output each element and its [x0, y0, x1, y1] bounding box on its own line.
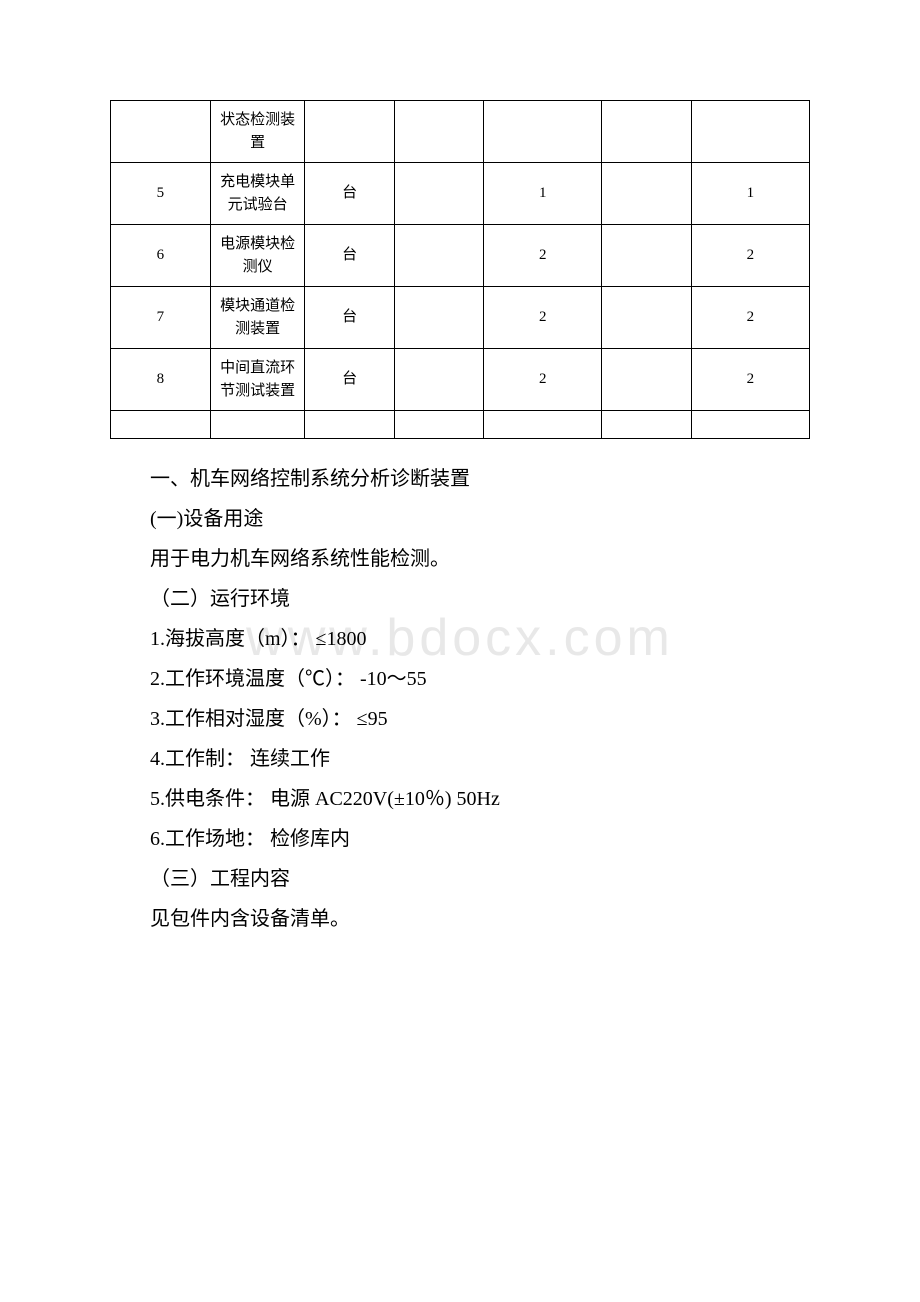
subsection-2: （二）运行环境	[150, 579, 810, 619]
subsection-3: （三）工程内容	[150, 859, 810, 899]
document-body: 一、机车网络控制系统分析诊断装置 (一)设备用途 用于电力机车网络系统性能检测。…	[110, 459, 810, 939]
cell-num: 2	[484, 287, 602, 349]
list-item: 6.工作场地： 检修库内	[150, 819, 810, 859]
cell-empty	[111, 411, 211, 439]
list-item: 5.供电条件： 电源 AC220V(±10％) 50Hz	[150, 779, 810, 819]
cell-name: 电源模块检测仪	[210, 225, 305, 287]
cell-empty	[210, 411, 305, 439]
cell-empty	[394, 411, 483, 439]
page-content: 状态检测装置 5 充电模块单元试验台 台 1 1 6 电源模块检测仪 台 2 2	[110, 100, 810, 939]
cell-blank	[394, 163, 483, 225]
section-heading-1: 一、机车网络控制系统分析诊断装置	[150, 459, 810, 499]
cell-num	[691, 101, 809, 163]
table-row: 7 模块通道检测装置 台 2 2	[111, 287, 810, 349]
cell-num: 1	[484, 163, 602, 225]
cell-empty	[602, 411, 691, 439]
paragraph: 用于电力机车网络系统性能检测。	[150, 539, 810, 579]
subsection-1: (一)设备用途	[150, 499, 810, 539]
table-row-empty	[111, 411, 810, 439]
cell-unit: 台	[305, 287, 394, 349]
cell-name: 充电模块单元试验台	[210, 163, 305, 225]
cell-blank	[394, 349, 483, 411]
equipment-table: 状态检测装置 5 充电模块单元试验台 台 1 1 6 电源模块检测仪 台 2 2	[110, 100, 810, 439]
cell-num: 2	[691, 287, 809, 349]
cell-index: 8	[111, 349, 211, 411]
list-item: 3.工作相对湿度（%）： ≤95	[150, 699, 810, 739]
cell-num: 2	[484, 225, 602, 287]
cell-blank	[394, 101, 483, 163]
cell-unit: 台	[305, 349, 394, 411]
cell-unit: 台	[305, 225, 394, 287]
cell-name: 中间直流环节测试装置	[210, 349, 305, 411]
table-row: 6 电源模块检测仪 台 2 2	[111, 225, 810, 287]
cell-unit	[305, 101, 394, 163]
cell-index: 5	[111, 163, 211, 225]
cell-name: 模块通道检测装置	[210, 287, 305, 349]
cell-num: 2	[691, 225, 809, 287]
paragraph: 见包件内含设备清单。	[150, 899, 810, 939]
cell-unit: 台	[305, 163, 394, 225]
cell-empty	[484, 411, 602, 439]
cell-blank	[394, 287, 483, 349]
table-row: 5 充电模块单元试验台 台 1 1	[111, 163, 810, 225]
table-row: 状态检测装置	[111, 101, 810, 163]
cell-num: 2	[691, 349, 809, 411]
table-row: 8 中间直流环节测试装置 台 2 2	[111, 349, 810, 411]
cell-blank	[602, 287, 691, 349]
cell-index	[111, 101, 211, 163]
cell-blank	[602, 225, 691, 287]
cell-num: 2	[484, 349, 602, 411]
cell-blank	[394, 225, 483, 287]
cell-name: 状态检测装置	[210, 101, 305, 163]
cell-empty	[305, 411, 394, 439]
cell-index: 6	[111, 225, 211, 287]
cell-empty	[691, 411, 809, 439]
list-item: 2.工作环境温度（℃）： -10～55	[150, 659, 810, 699]
cell-index: 7	[111, 287, 211, 349]
cell-blank	[602, 163, 691, 225]
list-item: 1.海拔高度（m）： ≤1800	[150, 619, 810, 659]
cell-blank	[602, 349, 691, 411]
cell-num	[484, 101, 602, 163]
cell-num: 1	[691, 163, 809, 225]
list-item: 4.工作制： 连续工作	[150, 739, 810, 779]
cell-blank	[602, 101, 691, 163]
